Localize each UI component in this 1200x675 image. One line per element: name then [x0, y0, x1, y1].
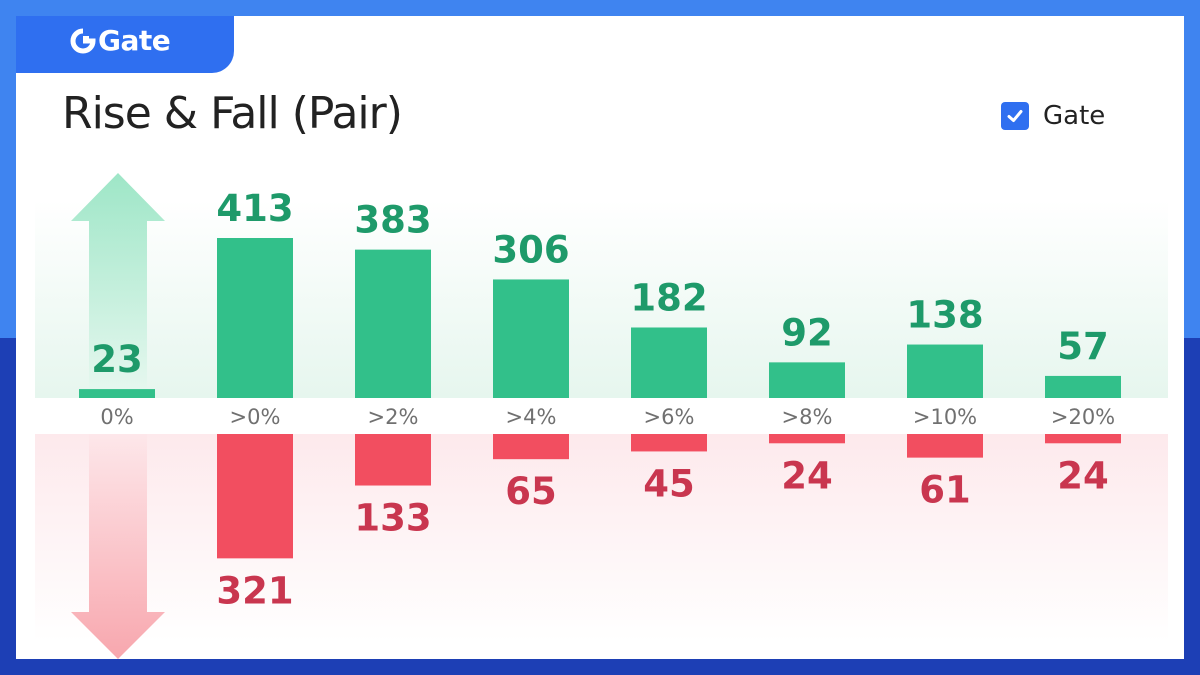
category-label: >4% — [506, 405, 557, 429]
fall-value-label: 65 — [505, 470, 557, 513]
fall-zone-background — [35, 434, 1168, 642]
rise-bar — [907, 344, 983, 398]
rise-value-label: 413 — [216, 187, 293, 230]
fall-bar — [769, 434, 845, 444]
rise-arrow-icon — [71, 173, 165, 398]
rise-value-label: 138 — [906, 294, 983, 337]
fall-bar — [217, 434, 293, 559]
fall-arrow-icon — [71, 434, 165, 659]
fall-value-label: 133 — [354, 497, 431, 540]
rise-value-label: 57 — [1057, 325, 1109, 368]
fall-bar — [631, 434, 707, 452]
logo-tab: Gate — [16, 16, 234, 73]
category-label: >6% — [644, 405, 695, 429]
category-label: 0% — [100, 405, 133, 429]
fall-value-label: 61 — [919, 469, 971, 512]
fall-value-label: 24 — [1057, 454, 1109, 497]
category-label: >0% — [230, 405, 281, 429]
category-label: >10% — [913, 405, 977, 429]
category-label: >2% — [368, 405, 419, 429]
checkbox-checked-icon[interactable] — [1001, 102, 1029, 130]
rise-value-label: 306 — [492, 228, 569, 271]
rise-bar — [217, 238, 293, 398]
logo-text: Gate — [98, 24, 171, 57]
gate-logo[interactable]: Gate — [70, 24, 171, 57]
rise-zone-background — [35, 200, 1168, 398]
rise-bar — [631, 327, 707, 398]
rise-value-label: 23 — [91, 338, 143, 381]
fall-bar — [907, 434, 983, 458]
legend[interactable]: Gate — [1001, 101, 1105, 131]
category-label: >20% — [1051, 405, 1115, 429]
rise-bar — [493, 279, 569, 398]
chart-title: Rise & Fall (Pair) — [62, 88, 403, 139]
rise-bar — [769, 362, 845, 398]
rise-bar — [355, 249, 431, 398]
category-label: >8% — [782, 405, 833, 429]
fall-bar — [355, 434, 431, 486]
gate-logo-icon — [70, 28, 96, 53]
rise-bar — [79, 389, 155, 398]
fall-bar — [493, 434, 569, 460]
fall-bar — [1045, 434, 1121, 444]
fall-value-label: 45 — [643, 462, 695, 505]
legend-label: Gate — [1043, 101, 1106, 131]
fall-value-label: 321 — [216, 569, 293, 612]
fall-value-label: 24 — [781, 454, 833, 497]
rise-bar — [1045, 375, 1121, 398]
rise-value-label: 182 — [630, 276, 707, 319]
rise-value-label: 92 — [781, 311, 833, 354]
rise-value-label: 383 — [354, 199, 431, 242]
